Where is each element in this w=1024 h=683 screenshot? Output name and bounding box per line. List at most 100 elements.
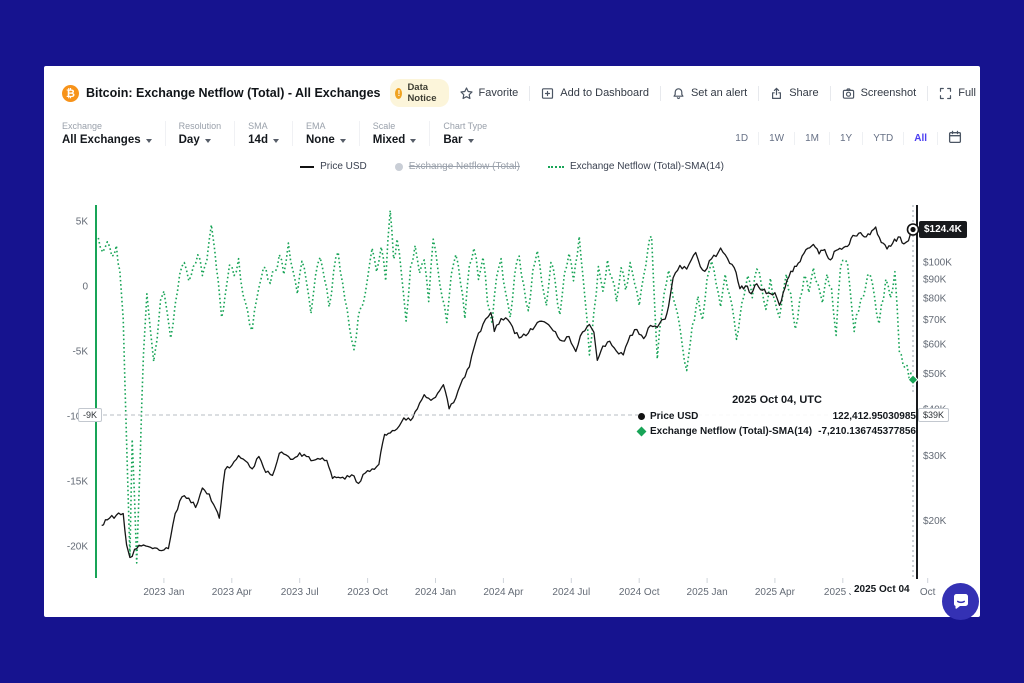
chevron-down-icon <box>339 138 346 143</box>
exclamation-icon: ! <box>395 87 403 99</box>
filter-label: Scale <box>372 121 396 131</box>
right-axis-tick-label: $70K <box>923 315 947 326</box>
legend-price-usd[interactable]: Price USD <box>300 161 367 172</box>
chart-hover-area[interactable] <box>96 205 917 578</box>
x-axis-tick-label: Oct <box>920 587 936 598</box>
right-axis-tick-label: $100K <box>923 258 952 269</box>
tooltip-label: Exchange Netflow (Total)-SMA(14) <box>650 426 813 437</box>
filter-ema[interactable]: EMA None <box>306 121 360 146</box>
chevron-down-icon <box>272 138 279 143</box>
filter-label: Chart Type <box>443 121 488 131</box>
star-icon <box>459 86 473 100</box>
black-dot-icon <box>638 413 645 420</box>
add-to-dashboard-label: Add to Dashboard <box>560 87 649 99</box>
tooltip-date: 2025 Oct 04, UTC <box>732 394 822 406</box>
right-axis-tick-label: $60K <box>923 340 947 351</box>
line-marker-icon <box>300 165 315 168</box>
x-axis-tick-label: 2025 Apr <box>755 587 796 598</box>
left-axis-tick-label: 5K <box>76 217 89 228</box>
chart-legend: Price USD Exchange Netflow (Total) Excha… <box>44 161 980 172</box>
legend-label: Price USD <box>320 161 367 172</box>
left-axis-tick-label: -20K <box>67 542 88 553</box>
range-1m[interactable]: 1M <box>795 132 830 145</box>
filter-value: 14d <box>248 134 268 146</box>
left-axis-tick-label: -5K <box>72 347 88 358</box>
filter-chart-type[interactable]: Chart Type Bar <box>443 121 500 146</box>
data-notice-label: Data Notice <box>407 82 437 104</box>
dotted-line-marker-icon <box>547 165 564 168</box>
share-label: Share <box>789 87 819 99</box>
time-range-selector: 1D 1W 1M 1Y YTD All <box>725 121 962 147</box>
tooltip-value: 122,412.95030985 <box>832 411 916 422</box>
x-axis-tick-label: 2024 Oct <box>619 587 660 598</box>
chevron-down-icon <box>410 138 417 143</box>
favorite-button[interactable]: Favorite <box>449 86 530 100</box>
right-axis-tick-label: $80K <box>923 293 947 304</box>
right-axis-tick-label: $50K <box>923 369 947 380</box>
chevron-down-icon <box>467 138 474 143</box>
share-icon <box>770 87 783 100</box>
x-axis-tick-label: 2025 Jan <box>687 587 728 598</box>
legend-label: Exchange Netflow (Total) <box>408 161 520 172</box>
filter-label: SMA <box>248 121 268 131</box>
filter-exchange[interactable]: Exchange All Exchanges <box>62 121 166 146</box>
filter-scale[interactable]: Scale Mixed <box>373 121 431 146</box>
filter-sma[interactable]: SMA 14d <box>248 121 293 146</box>
filter-label: EMA <box>305 121 326 131</box>
divider <box>659 85 661 101</box>
tooltip-label: Price USD <box>650 411 699 422</box>
right-axis-tick-label: $20K <box>923 516 947 527</box>
data-notice-badge[interactable]: ! Data Notice <box>390 79 449 107</box>
filter-label: Resolution <box>178 121 222 131</box>
bitcoin-icon: ₿ <box>62 84 79 102</box>
filter-value: Mixed <box>372 134 406 146</box>
filter-bar: Exchange All Exchanges Resolution Day SM… <box>44 113 980 147</box>
set-alert-label: Set an alert <box>690 87 748 99</box>
range-1d[interactable]: 1D <box>725 132 760 145</box>
dashboard-add-icon <box>541 87 554 100</box>
right-axis-tick-label: $90K <box>923 274 947 285</box>
chat-widget-button[interactable] <box>942 583 979 620</box>
x-axis-tick-label: 2023 Apr <box>212 587 253 598</box>
calendar-icon[interactable] <box>938 130 962 147</box>
filter-resolution[interactable]: Resolution Day <box>179 121 236 146</box>
crosshair-left-value-badge: -9K <box>78 408 103 422</box>
right-axis-tick-label: $30K <box>923 451 947 462</box>
header-actions: Favorite Add to Dashboard Set an alert S… <box>449 85 987 101</box>
x-axis-tick-label: 2024 Jul <box>552 587 590 598</box>
legend-exchange-netflow-total[interactable]: Exchange Netflow (Total) <box>394 161 520 172</box>
range-1w[interactable]: 1W <box>759 132 796 145</box>
range-1y[interactable]: 1Y <box>830 132 864 145</box>
chevron-down-icon <box>145 138 152 143</box>
dot-marker-icon <box>394 162 403 171</box>
chevron-down-icon <box>204 138 211 143</box>
tooltip-value: -7,210.136745377856 <box>818 426 916 437</box>
divider <box>529 85 531 101</box>
crosshair-right-value-badge: $39K <box>918 408 950 422</box>
left-axis-tick-label: 0 <box>82 282 88 293</box>
chat-bubble-icon <box>953 593 968 609</box>
green-diamond-icon <box>636 426 647 437</box>
legend-netflow-sma14[interactable]: Exchange Netflow (Total)-SMA(14) <box>547 161 724 172</box>
camera-icon <box>842 87 855 100</box>
tooltip-row-price: Price USD 122,412.95030985 <box>638 409 916 424</box>
range-all[interactable]: All <box>904 132 938 145</box>
bell-icon <box>672 87 685 100</box>
add-to-dashboard-button[interactable]: Add to Dashboard <box>530 87 660 100</box>
x-axis-tick-label: 2023 Jul <box>281 587 319 598</box>
range-ytd[interactable]: YTD <box>863 132 905 145</box>
favorite-label: Favorite <box>478 87 519 99</box>
fullscreen-button[interactable]: Full <box>928 87 987 100</box>
screenshot-button[interactable]: Screenshot <box>831 87 928 100</box>
fullscreen-label: Full <box>958 87 976 99</box>
share-button[interactable]: Share <box>759 87 829 100</box>
header: ₿ Bitcoin: Exchange Netflow (Total) - Al… <box>44 66 980 113</box>
x-axis-tick-label: 2023 Oct <box>347 587 388 598</box>
crosshair-date-label: 2025 Oct 04 <box>851 584 913 595</box>
screenshot-label: Screenshot <box>860 87 917 99</box>
x-axis-tick-label: 2024 Apr <box>483 587 524 598</box>
page-title: Bitcoin: Exchange Netflow (Total) - All … <box>86 86 381 100</box>
set-alert-button[interactable]: Set an alert <box>661 87 758 100</box>
x-axis-tick-label: 2023 Jan <box>143 587 184 598</box>
